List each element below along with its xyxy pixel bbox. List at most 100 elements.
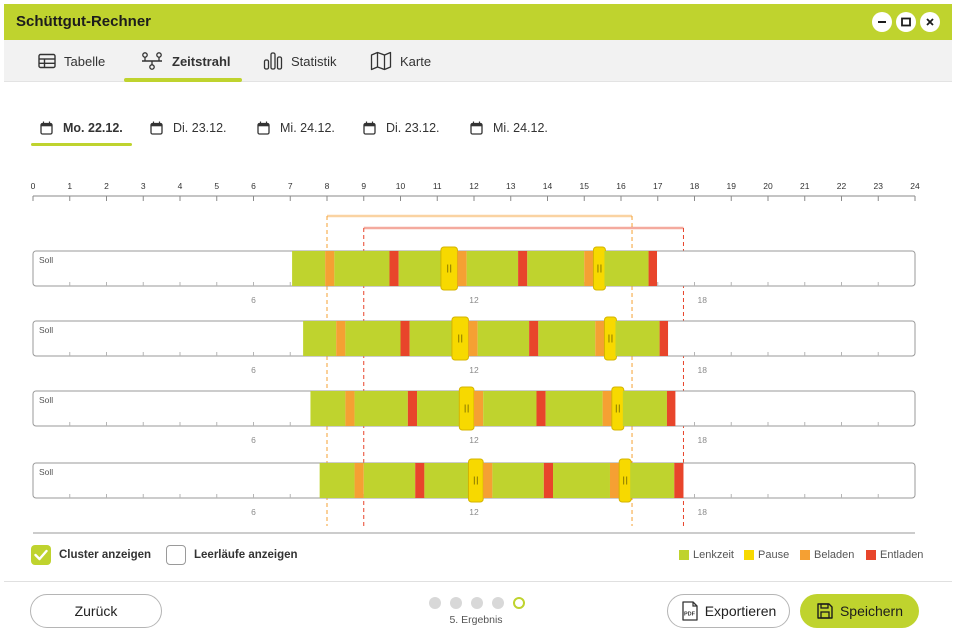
loading-segment[interactable] bbox=[474, 391, 484, 426]
hour-tick-label: 9 bbox=[361, 181, 366, 191]
pause-segment[interactable] bbox=[618, 458, 632, 503]
drive-segment[interactable] bbox=[310, 391, 346, 426]
day-tab-1[interactable]: Mo. 22.12. bbox=[40, 120, 123, 136]
drive-segment[interactable] bbox=[292, 251, 326, 286]
unloading-segment[interactable] bbox=[659, 321, 669, 356]
unloading-segment[interactable] bbox=[389, 251, 399, 286]
pause-segment[interactable] bbox=[451, 316, 469, 361]
calendar-icon bbox=[150, 121, 163, 135]
minimize-button[interactable] bbox=[872, 12, 892, 32]
hour-tick-label: 1 bbox=[67, 181, 72, 191]
step-dot bbox=[429, 597, 441, 609]
drive-segment[interactable] bbox=[354, 391, 408, 426]
unloading-segment[interactable] bbox=[543, 463, 554, 498]
row-scale-label: 6 bbox=[251, 435, 256, 445]
loading-segment[interactable] bbox=[602, 391, 612, 426]
pause-segment[interactable] bbox=[440, 246, 458, 291]
row-label: Soll bbox=[39, 395, 53, 405]
minimize-icon bbox=[878, 21, 886, 23]
drive-segment[interactable] bbox=[630, 463, 675, 498]
pause-segment[interactable] bbox=[603, 316, 617, 361]
loading-segment[interactable] bbox=[483, 463, 493, 498]
drive-segment[interactable] bbox=[604, 251, 649, 286]
close-button[interactable] bbox=[920, 12, 940, 32]
loading-segment[interactable] bbox=[457, 251, 467, 286]
drive-segment[interactable] bbox=[345, 321, 401, 356]
pause-segment[interactable] bbox=[458, 386, 475, 431]
drive-segment[interactable] bbox=[553, 463, 610, 498]
day-tab-label: Di. 23.12. bbox=[386, 121, 440, 135]
loading-segment[interactable] bbox=[584, 251, 594, 286]
unloading-segment[interactable] bbox=[674, 463, 684, 498]
unloading-segment[interactable] bbox=[415, 463, 425, 498]
unloading-segment[interactable] bbox=[666, 391, 676, 426]
day-tab-3[interactable]: Mi. 24.12. bbox=[257, 120, 335, 136]
day-tab-4[interactable]: Di. 23.12. bbox=[363, 120, 440, 136]
legend-label: Entladen bbox=[880, 549, 924, 561]
pause-segment[interactable] bbox=[467, 458, 484, 503]
day-tab-label: Mi. 24.12. bbox=[280, 121, 335, 135]
hour-tick-label: 19 bbox=[727, 181, 737, 191]
svg-text:PDF: PDF bbox=[684, 612, 696, 618]
drive-segment[interactable] bbox=[477, 321, 530, 356]
drive-segment[interactable] bbox=[622, 391, 667, 426]
drive-segment[interactable] bbox=[545, 391, 603, 426]
export-button[interactable]: PDF Exportieren bbox=[667, 594, 790, 628]
drive-segment[interactable] bbox=[527, 251, 585, 286]
cluster-checkbox[interactable]: Cluster anzeigen bbox=[31, 545, 151, 565]
idle-checkbox-label: Leerläufe anzeigen bbox=[194, 549, 298, 561]
footer-divider bbox=[4, 581, 952, 582]
drive-segment[interactable] bbox=[615, 321, 660, 356]
drive-segment[interactable] bbox=[417, 391, 460, 426]
drive-segment[interactable] bbox=[334, 251, 390, 286]
tab-karte[interactable]: Karte bbox=[370, 40, 431, 82]
legend-label: Beladen bbox=[814, 549, 855, 561]
hour-tick-label: 21 bbox=[800, 181, 810, 191]
tab-tabelle-label: Tabelle bbox=[64, 53, 106, 69]
unloading-segment[interactable] bbox=[400, 321, 410, 356]
tab-tabelle[interactable]: Tabelle bbox=[38, 40, 105, 82]
tab-statistik[interactable]: Statistik bbox=[263, 40, 337, 82]
close-icon bbox=[926, 18, 934, 26]
hour-tick-label: 13 bbox=[506, 181, 516, 191]
pause-segment[interactable] bbox=[611, 386, 625, 431]
loading-segment[interactable] bbox=[468, 321, 478, 356]
loading-segment[interactable] bbox=[595, 321, 605, 356]
loading-segment[interactable] bbox=[345, 391, 355, 426]
day-tab-2[interactable]: Di. 23.12. bbox=[150, 120, 227, 136]
drive-segment[interactable] bbox=[492, 463, 544, 498]
idle-checkbox[interactable]: Leerläufe anzeigen bbox=[166, 545, 298, 565]
map-icon bbox=[370, 51, 392, 71]
row-scale-label: 18 bbox=[698, 435, 708, 445]
loading-segment[interactable] bbox=[325, 251, 335, 286]
loading-segment[interactable] bbox=[336, 321, 346, 356]
pause-segment[interactable] bbox=[592, 246, 606, 291]
drive-segment[interactable] bbox=[319, 463, 355, 498]
loading-segment[interactable] bbox=[354, 463, 364, 498]
hour-tick-label: 11 bbox=[433, 181, 442, 191]
drive-segment[interactable] bbox=[483, 391, 537, 426]
save-button[interactable]: Speichern bbox=[800, 594, 919, 628]
tab-zeitstrahl[interactable]: Zeitstrahl bbox=[140, 40, 231, 82]
drive-segment[interactable] bbox=[363, 463, 416, 498]
drive-segment[interactable] bbox=[538, 321, 596, 356]
drive-segment[interactable] bbox=[409, 321, 452, 356]
maximize-button[interactable] bbox=[896, 12, 916, 32]
tab-statistik-label: Statistik bbox=[291, 53, 337, 69]
row-scale-label: 6 bbox=[251, 295, 256, 305]
row-scale-label: 6 bbox=[251, 365, 256, 375]
hour-tick-label: 6 bbox=[251, 181, 256, 191]
unloading-segment[interactable] bbox=[529, 321, 539, 356]
drive-segment[interactable] bbox=[424, 463, 469, 498]
loading-segment[interactable] bbox=[609, 463, 620, 498]
back-button[interactable]: Zurück bbox=[30, 594, 162, 628]
unloading-segment[interactable] bbox=[407, 391, 418, 426]
drive-segment[interactable] bbox=[303, 321, 337, 356]
drive-segment[interactable] bbox=[398, 251, 441, 286]
unloading-segment[interactable] bbox=[648, 251, 658, 286]
unloading-segment[interactable] bbox=[518, 251, 528, 286]
hour-tick-label: 8 bbox=[325, 181, 330, 191]
drive-segment[interactable] bbox=[466, 251, 519, 286]
day-tab-5[interactable]: Mi. 24.12. bbox=[470, 120, 548, 136]
unloading-segment[interactable] bbox=[536, 391, 546, 426]
